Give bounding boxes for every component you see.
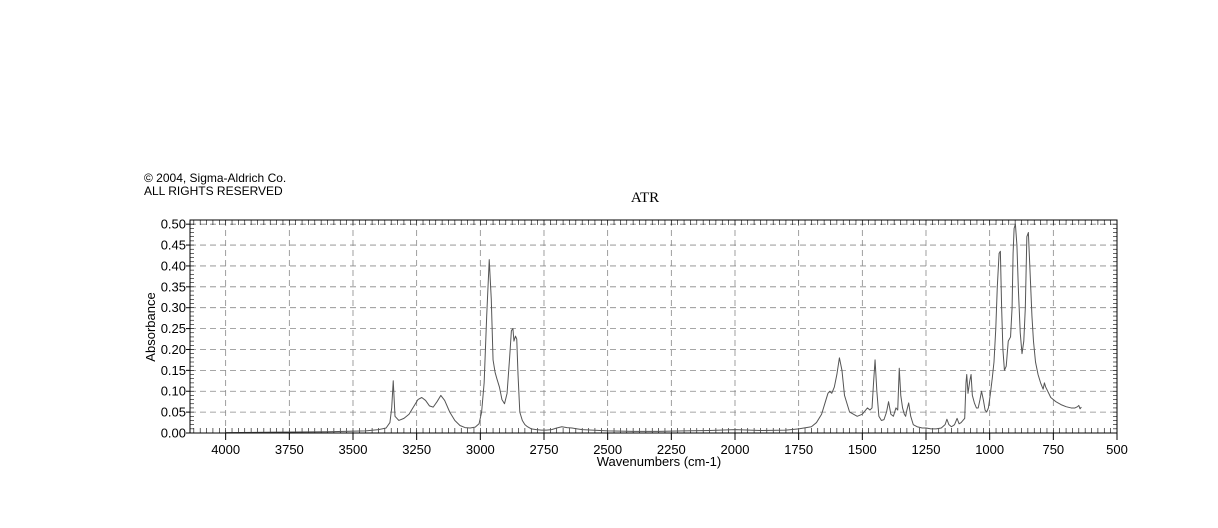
x-tick-label: 2750 [530,442,559,457]
x-tick-label: 3500 [339,442,368,457]
x-tick-label: 1750 [784,442,813,457]
y-tick-label: 0.30 [161,300,186,315]
y-axis-label: Absorbance [143,292,158,361]
x-tick-label: 1250 [912,442,941,457]
series-layer [225,223,1082,434]
copyright-line-2: ALL RIGHTS RESERVED [144,184,283,198]
y-tick-label: 0.05 [161,405,186,420]
x-tick-label: 3750 [275,442,304,457]
x-tick-label: 750 [1042,442,1064,457]
y-tick-labels: 0.00 0.05 0.10 0.15 0.20 0.25 0.30 0.35 0.40 0.45… [161,217,186,441]
y-tick-label: 0.45 [161,238,186,253]
x-tick-labels: 4000 3750 3500 3250 3000 2750 2500 2250 2000 1750… [211,442,1128,457]
x-tick-label: 3250 [402,442,431,457]
x-tick-label: 4000 [211,442,240,457]
x-tick-label: 3000 [466,442,495,457]
y-tick-label: 0.15 [161,363,186,378]
x-axis-label: Wavenumbers (cm-1) [597,454,721,469]
x-tick-label: 1500 [848,442,877,457]
x-tick-label: 500 [1106,442,1128,457]
y-tick-label: 0.50 [161,217,186,232]
grid-lines [186,220,1118,440]
x-tick-label: 2500 [593,442,622,457]
chart-title: ATR [630,190,660,206]
y-tick-label: 0.25 [161,321,186,336]
plot-frame [189,219,1118,434]
x-tick-label: 2000 [721,442,750,457]
y-tick-label: 0.00 [161,426,186,441]
y-tick-label: 0.20 [161,342,186,357]
y-tick-label: 0.10 [161,384,186,399]
x-tick-label: 2250 [657,442,686,457]
copyright-notice: © 2004, Sigma-Aldrich Co. ALL RIGHTS RES… [144,172,286,198]
spectrum-line [225,223,1082,434]
x-tick-label: 1000 [975,442,1004,457]
y-tick-label: 0.35 [161,279,186,294]
copyright-line-1: © 2004, Sigma-Aldrich Co. [144,171,287,185]
minor-tick-marks [190,219,1118,434]
y-tick-label: 0.40 [161,258,186,273]
